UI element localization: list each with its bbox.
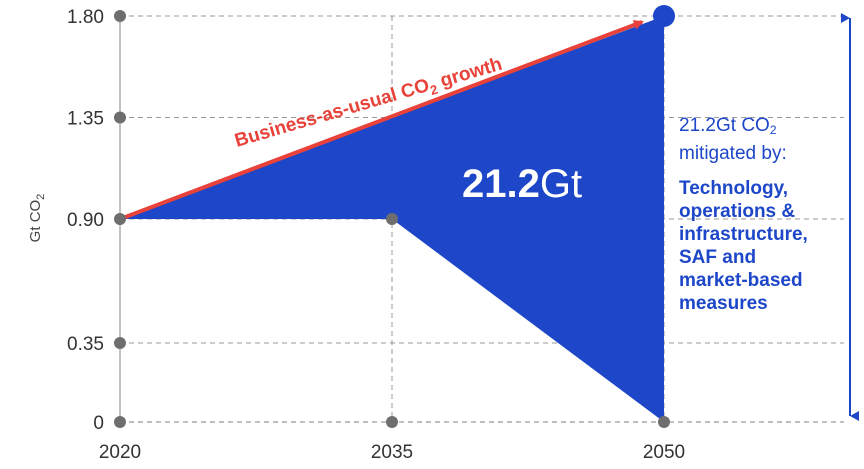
mitigation-note-body: Technology, operations & infrastructure,… (679, 177, 859, 315)
note-line: infrastructure, (679, 224, 808, 245)
mitigation-note: 21.2Gt CO2 mitigated by: Technology, ope… (679, 114, 859, 315)
y-tick-label: 0.35 (67, 334, 104, 355)
note-line: operations & (679, 201, 796, 222)
y-tick-dot (114, 337, 126, 350)
x-tick-dot (658, 416, 670, 428)
x-tick-label: 2035 (371, 442, 413, 463)
y-tick-label: 1.80 (67, 7, 104, 28)
y-axis-label: Gt CO2 (27, 194, 47, 243)
chart-marks: 0 0.35 0.90 1.35 1.80 2020 2035 2050 (67, 5, 685, 463)
y-tick-dot (114, 10, 126, 22)
pathway-point (386, 213, 398, 225)
y-tick-dot (114, 213, 126, 225)
x-tick-label: 2050 (643, 442, 685, 463)
note-line: measures (679, 293, 768, 314)
note-line: Technology, (679, 178, 789, 199)
note-line: market-based (679, 270, 803, 291)
mitigation-note-heading: 21.2Gt CO2 mitigated by: (679, 115, 787, 164)
bau-growth-arrow (119, 20, 644, 221)
y-tick-label: 0 (93, 413, 104, 434)
note-line: SAF and (679, 247, 757, 268)
y-tick-dot (114, 416, 126, 428)
x-tick-label: 2020 (99, 442, 141, 463)
area-total-label: 21.2Gt (462, 162, 582, 206)
bau-endpoint (653, 5, 675, 27)
x-tick-dot (386, 416, 398, 428)
y-tick-dot (114, 111, 126, 124)
y-tick-label: 0.90 (67, 210, 104, 231)
y-tick-label: 1.35 (67, 109, 104, 130)
